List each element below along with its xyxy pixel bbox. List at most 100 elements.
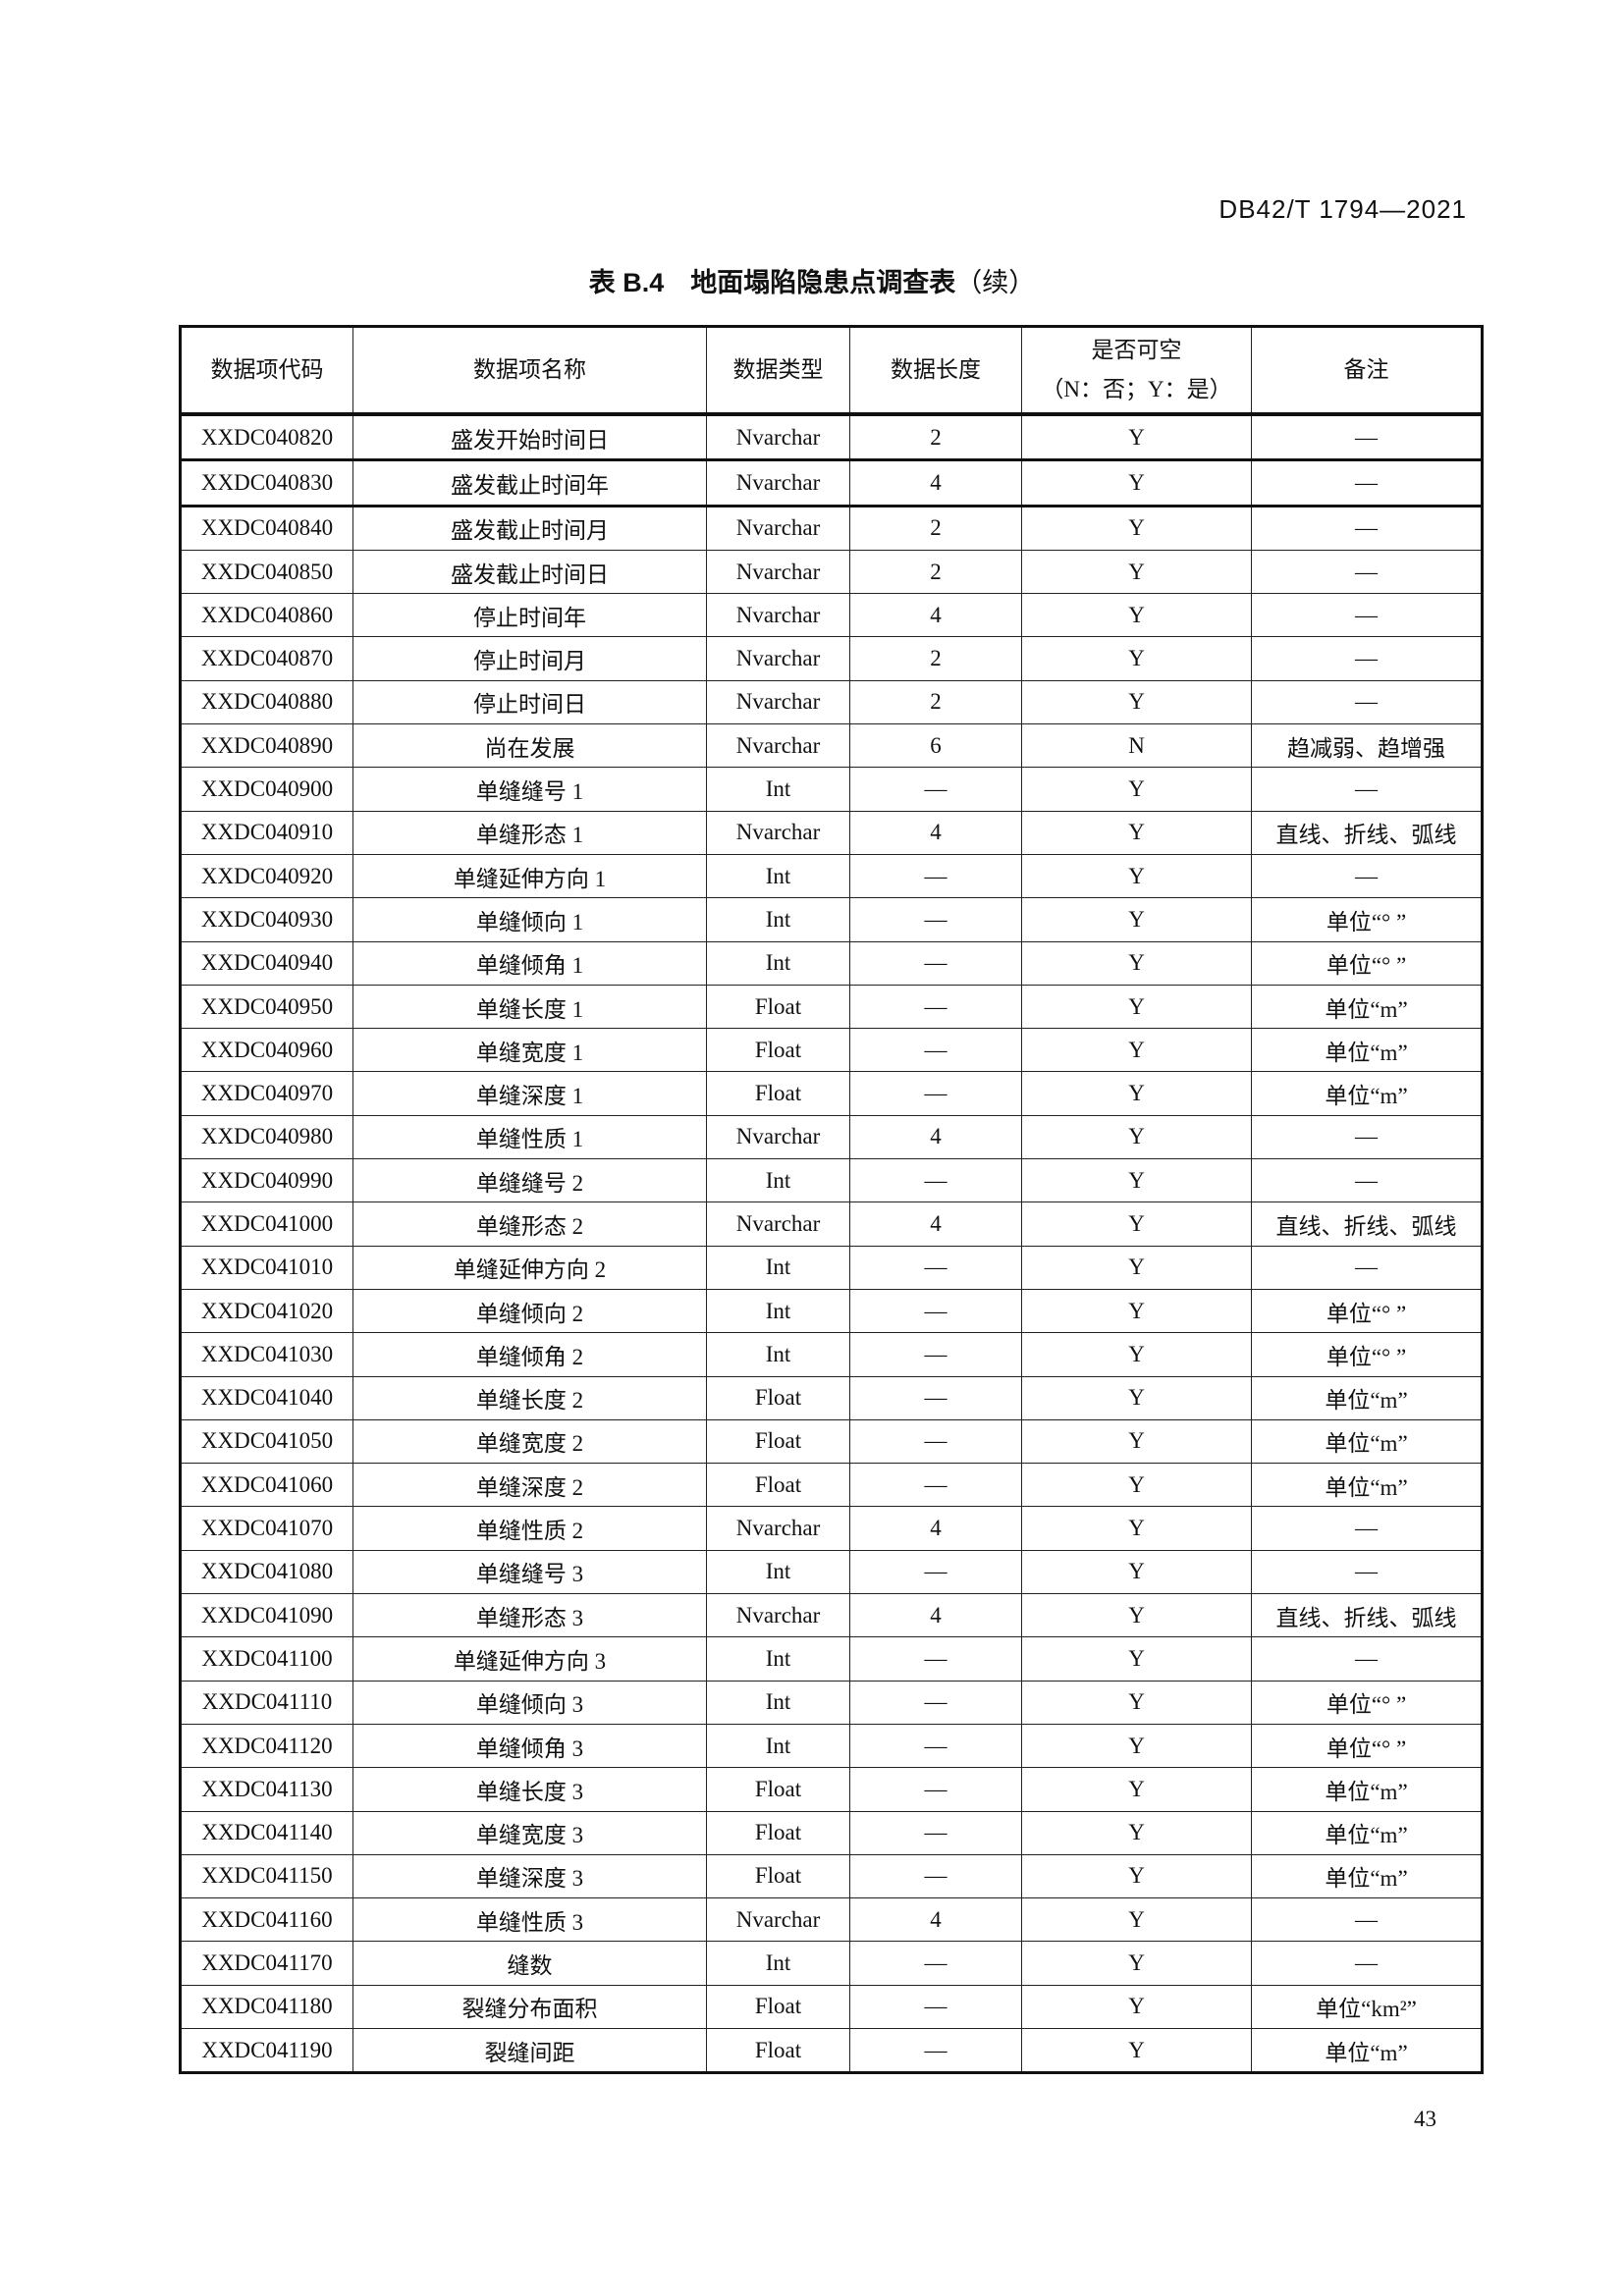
col-header: 备注 [1251, 326, 1483, 416]
table-cell: Nvarchar [706, 593, 850, 638]
table-row: XXDC040930 单缝倾向 1 Int — Y 单位“° ” [180, 897, 1483, 942]
table-cell: Float [706, 1463, 850, 1508]
title-continued: （续） [955, 268, 1036, 297]
table-cell: Nvarchar [706, 1506, 850, 1551]
table-cell: 尚在发展 [352, 723, 707, 769]
table-cell: XXDC040980 [180, 1114, 353, 1160]
table-cell: Int [706, 1941, 850, 1986]
table-cell: XXDC040870 [180, 636, 353, 681]
table-cell: Int [706, 940, 850, 986]
table-cell: — [1251, 636, 1483, 681]
table-cell: XXDC040960 [180, 1028, 353, 1073]
table-cell: 单位“m” [1251, 2027, 1483, 2074]
table-cell: 直线、折线、弧线 [1251, 1593, 1483, 1638]
table-row: XXDC040940 单缝倾角 1 Int — Y 单位“° ” [180, 940, 1483, 986]
table-cell: XXDC040900 [180, 767, 353, 812]
col-header: 数据长度 [849, 326, 1022, 416]
table-cell: Int [706, 1636, 850, 1682]
table-cell: 单缝倾角 2 [352, 1332, 707, 1377]
table-cell: XXDC040850 [180, 549, 353, 595]
table-cell: Float [706, 1071, 850, 1116]
table-cell: 单位“m” [1251, 1028, 1483, 1073]
table-cell: 单位“m” [1251, 1375, 1483, 1420]
table-cell: Nvarchar [706, 459, 850, 507]
table-cell: Y [1021, 1810, 1252, 1855]
table-cell: XXDC041090 [180, 1593, 353, 1638]
table-cell: — [849, 1723, 1022, 1769]
table-cell: 单缝性质 1 [352, 1114, 707, 1160]
table-cell: Y [1021, 1941, 1252, 1986]
data-table: 数据项代码 数据项名称 数据类型 数据长度 是否可空 （N：否；Y：是） 备注 X… [179, 325, 1484, 2075]
table-cell: 单位“° ” [1251, 1288, 1483, 1334]
table-cell: 4 [849, 593, 1022, 638]
table-row: XXDC041150 单缝深度 3 Float — Y 单位“m” [180, 1853, 1483, 1899]
table-cell: XXDC040940 [180, 940, 353, 986]
table-cell: Int [706, 853, 850, 899]
table-cell: — [1251, 679, 1483, 725]
table-cell: 单位“° ” [1251, 1332, 1483, 1377]
table-cell: 单缝宽度 2 [352, 1418, 707, 1465]
table-row: XXDC040910 单缝形态 1 Nvarchar 4 Y 直线、折线、弧线 [180, 810, 1483, 855]
table-cell: 盛发截止时间年 [352, 459, 707, 507]
table-cell: — [849, 1941, 1022, 1986]
table-cell: 单位“m” [1251, 1418, 1483, 1465]
table-cell: — [849, 897, 1022, 942]
table-cell: 单缝延伸方向 1 [352, 853, 707, 899]
table-cell: Int [706, 1332, 850, 1377]
table-cell: XXDC041070 [180, 1506, 353, 1551]
table-cell: — [849, 1984, 1022, 2029]
table-cell: 盛发截止时间日 [352, 549, 707, 595]
table-row: XXDC041020 单缝倾向 2 Int — Y 单位“° ” [180, 1288, 1483, 1334]
table-cell: 2 [849, 505, 1022, 551]
table-cell: 4 [849, 810, 1022, 855]
table-cell: Y [1021, 1549, 1252, 1595]
table-row: XXDC041130 单缝长度 3 Float — Y 单位“m” [180, 1767, 1483, 1812]
table-row: XXDC041080 单缝缝号 3 Int — Y — [180, 1549, 1483, 1595]
table-row: XXDC040970 单缝深度 1 Float — Y 单位“m” [180, 1071, 1483, 1116]
table-cell: XXDC041130 [180, 1767, 353, 1812]
table-cell: Y [1021, 1593, 1252, 1638]
table-row: XXDC040920 单缝延伸方向 1 Int — Y — [180, 853, 1483, 899]
col-header-text: 是否可空 [1091, 338, 1182, 362]
table-row: XXDC040820 盛发开始时间日 Nvarchar 2 Y — [180, 413, 1483, 462]
table-cell: XXDC041160 [180, 1897, 353, 1943]
table-cell: — [849, 1636, 1022, 1682]
col-header: 是否可空 （N：否；Y：是） [1021, 326, 1252, 416]
table-cell: 裂缝间距 [352, 2027, 707, 2074]
table-cell: Nvarchar [706, 1897, 850, 1943]
table-cell: Y [1021, 1375, 1252, 1420]
table-cell: 单位“m” [1251, 1767, 1483, 1812]
table-cell: 单缝形态 1 [352, 810, 707, 855]
table-cell: Y [1021, 1028, 1252, 1073]
table-cell: — [849, 1028, 1022, 1073]
table-cell: XXDC040890 [180, 723, 353, 769]
table-cell: — [1251, 1941, 1483, 1986]
table-row: XXDC041140 单缝宽度 3 Float — Y 单位“m” [180, 1810, 1483, 1855]
table-row: XXDC041160 单缝性质 3 Nvarchar 4 Y — [180, 1897, 1483, 1943]
table-cell: XXDC041050 [180, 1418, 353, 1465]
table-cell: 单位“° ” [1251, 940, 1483, 986]
col-header: 数据项代码 [180, 326, 353, 416]
table-cell: 单位“km²” [1251, 1984, 1483, 2029]
table-cell: — [1251, 413, 1483, 462]
table-cell: Y [1021, 940, 1252, 986]
table-cell: — [849, 1071, 1022, 1116]
table-cell: Y [1021, 1418, 1252, 1465]
table-cell: — [1251, 1158, 1483, 1203]
table-cell: Int [706, 1245, 850, 1290]
table-cell: 直线、折线、弧线 [1251, 810, 1483, 855]
table-cell: — [849, 1680, 1022, 1725]
table-cell: 单位“° ” [1251, 1723, 1483, 1769]
table-cell: 单位“m” [1251, 1071, 1483, 1116]
table-cell: XXDC041140 [180, 1810, 353, 1855]
table-cell: 单缝倾向 1 [352, 897, 707, 942]
table-cell: XXDC040860 [180, 593, 353, 638]
table-cell: 单位“m” [1251, 1810, 1483, 1855]
table-row: XXDC041010 单缝延伸方向 2 Int — Y — [180, 1245, 1483, 1290]
table-row: XXDC041190 裂缝间距 Float — Y 单位“m” [180, 2027, 1483, 2074]
table-cell: XXDC041120 [180, 1723, 353, 1769]
table-cell: Float [706, 1028, 850, 1073]
table-cell: Y [1021, 1245, 1252, 1290]
table-cell: Float [706, 2027, 850, 2074]
table-cell: 2 [849, 413, 1022, 462]
